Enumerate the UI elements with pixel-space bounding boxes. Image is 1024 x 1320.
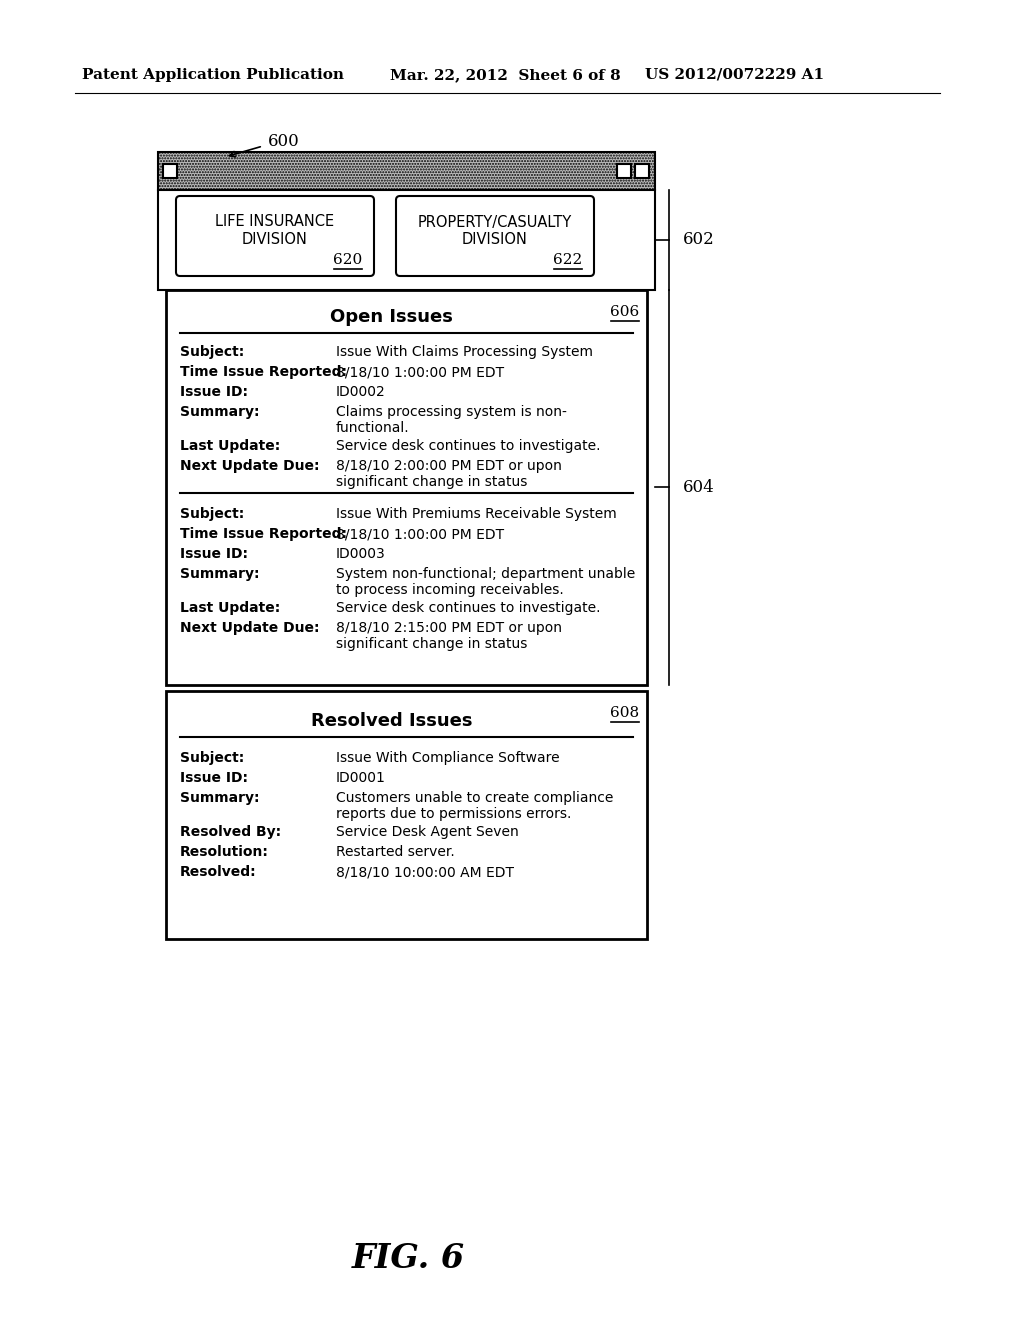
Text: Time Issue Reported:: Time Issue Reported: [180, 527, 347, 541]
Text: Issue With Claims Processing System: Issue With Claims Processing System [336, 345, 593, 359]
Text: 8/18/10 1:00:00 PM EDT: 8/18/10 1:00:00 PM EDT [336, 527, 504, 541]
Text: Issue ID:: Issue ID: [180, 546, 248, 561]
Text: Next Update Due:: Next Update Due: [180, 620, 319, 635]
Text: reports due to permissions errors.: reports due to permissions errors. [336, 807, 571, 821]
Text: 604: 604 [683, 479, 715, 495]
Text: Resolved:: Resolved: [180, 865, 257, 879]
Bar [163, 164, 177, 178]
Text: Time Issue Reported:: Time Issue Reported: [180, 366, 347, 379]
Text: System non-functional; department unable: System non-functional; department unable [336, 568, 635, 581]
Bar [158, 152, 655, 190]
Text: ID0003: ID0003 [336, 546, 386, 561]
Text: Summary:: Summary: [180, 791, 259, 805]
Text: to process incoming receivables.: to process incoming receivables. [336, 583, 564, 597]
Text: ID0001: ID0001 [336, 771, 386, 785]
Text: functional.: functional. [336, 421, 410, 436]
Text: DIVISION: DIVISION [242, 232, 308, 248]
Text: Subject:: Subject: [180, 345, 245, 359]
Text: 8/18/10 10:00:00 AM EDT: 8/18/10 10:00:00 AM EDT [336, 865, 514, 879]
Text: Subject:: Subject: [180, 507, 245, 521]
Text: 606: 606 [610, 305, 640, 319]
FancyBboxPatch shape [396, 195, 594, 276]
Bar [617, 164, 631, 178]
Text: 8/18/10 2:00:00 PM EDT or upon: 8/18/10 2:00:00 PM EDT or upon [336, 459, 562, 473]
Text: ID0002: ID0002 [336, 385, 386, 399]
Text: 602: 602 [683, 231, 715, 248]
Bar [166, 690, 647, 939]
Text: Resolved By:: Resolved By: [180, 825, 282, 840]
Text: Subject:: Subject: [180, 751, 245, 766]
Text: Patent Application Publication: Patent Application Publication [82, 69, 344, 82]
Text: Summary:: Summary: [180, 405, 259, 418]
Text: Issue ID:: Issue ID: [180, 385, 248, 399]
Text: FIG. 6: FIG. 6 [351, 1242, 465, 1275]
Text: Open Issues: Open Issues [330, 308, 453, 326]
Bar [158, 190, 655, 290]
Text: LIFE INSURANCE: LIFE INSURANCE [215, 214, 335, 230]
Text: significant change in status: significant change in status [336, 638, 527, 651]
Text: Customers unable to create compliance: Customers unable to create compliance [336, 791, 613, 805]
Text: PROPERTY/CASUALTY: PROPERTY/CASUALTY [418, 214, 572, 230]
Text: Claims processing system is non-: Claims processing system is non- [336, 405, 567, 418]
Text: 8/18/10 1:00:00 PM EDT: 8/18/10 1:00:00 PM EDT [336, 366, 504, 379]
Text: 600: 600 [268, 132, 300, 149]
Text: Resolved Issues: Resolved Issues [310, 711, 472, 730]
Text: Last Update:: Last Update: [180, 601, 281, 615]
Bar [635, 164, 649, 178]
FancyBboxPatch shape [176, 195, 374, 276]
Text: 622: 622 [553, 253, 583, 267]
Text: significant change in status: significant change in status [336, 475, 527, 488]
Text: US 2012/0072229 A1: US 2012/0072229 A1 [645, 69, 824, 82]
Text: Resolution:: Resolution: [180, 845, 269, 859]
Text: DIVISION: DIVISION [462, 232, 528, 248]
Text: 608: 608 [610, 706, 640, 719]
Text: Issue ID:: Issue ID: [180, 771, 248, 785]
Text: Service desk continues to investigate.: Service desk continues to investigate. [336, 440, 600, 453]
Text: Mar. 22, 2012  Sheet 6 of 8: Mar. 22, 2012 Sheet 6 of 8 [390, 69, 621, 82]
Text: Restarted server.: Restarted server. [336, 845, 455, 859]
Text: Issue With Premiums Receivable System: Issue With Premiums Receivable System [336, 507, 616, 521]
Text: 8/18/10 2:15:00 PM EDT or upon: 8/18/10 2:15:00 PM EDT or upon [336, 620, 562, 635]
Text: Summary:: Summary: [180, 568, 259, 581]
Text: Service desk continues to investigate.: Service desk continues to investigate. [336, 601, 600, 615]
Text: 620: 620 [334, 253, 362, 267]
Text: Last Update:: Last Update: [180, 440, 281, 453]
Text: Service Desk Agent Seven: Service Desk Agent Seven [336, 825, 519, 840]
Bar [166, 290, 647, 685]
Text: Next Update Due:: Next Update Due: [180, 459, 319, 473]
Text: Issue With Compliance Software: Issue With Compliance Software [336, 751, 560, 766]
